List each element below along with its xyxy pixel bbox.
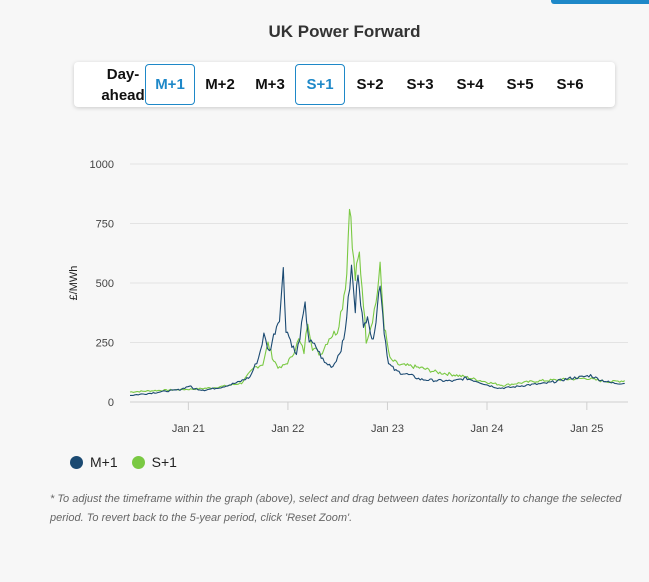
tab-label: M+3 <box>255 76 285 93</box>
chart-legend: M+1 S+1 <box>70 452 191 472</box>
tab-label: S+3 <box>406 76 434 93</box>
tab-m2[interactable]: M+2 <box>195 64 245 105</box>
x-tick-label: Jan 22 <box>271 423 304 435</box>
y-tick-label: 0 <box>108 397 114 409</box>
y-tick-label: 250 <box>96 338 114 350</box>
legend-label-m1: M+1 <box>90 454 118 470</box>
tab-label-line2: ahead <box>101 86 145 104</box>
corner-tab <box>551 0 649 4</box>
legend-marker-m1 <box>70 455 83 469</box>
legend-item-s1[interactable]: S+1 <box>131 454 177 470</box>
x-tick-label: Jan 25 <box>570 423 603 435</box>
zoom-instructions-note: * To adjust the timeframe within the gra… <box>50 493 622 524</box>
tab-day-ahead[interactable]: Day-ahead <box>101 64 145 105</box>
y-tick-label: 500 <box>96 278 114 290</box>
legend-marker-s1 <box>131 455 145 469</box>
legend-item-m1[interactable]: M+1 <box>70 454 118 470</box>
price-chart[interactable]: 0 250 500 750 1000 Jan 21 Jan 22 Jan 23 Jan 24 Ja… <box>0 140 649 440</box>
series-line-m1 <box>130 264 625 396</box>
tab-s5[interactable]: S+5 <box>495 64 545 105</box>
legend-label-s1: S+1 <box>151 454 177 470</box>
tab-label-line1: Day- <box>106 65 140 83</box>
y-axis-title: £/MWh <box>68 266 80 301</box>
tab-label: S+6 <box>556 76 584 93</box>
tab-label: M+2 <box>205 76 235 93</box>
x-tick-label: Jan 24 <box>470 423 503 435</box>
tab-label: M+1 <box>155 76 185 93</box>
tab-m3[interactable]: M+3 <box>245 64 295 105</box>
tab-s3[interactable]: S+3 <box>395 64 445 105</box>
page-title: UK Power Forward <box>268 22 421 41</box>
tab-s6[interactable]: S+6 <box>545 64 595 105</box>
tab-s1[interactable]: S+1 <box>295 64 345 105</box>
x-tick-label: Jan 21 <box>172 423 205 435</box>
x-tick-label: Jan 23 <box>371 423 404 435</box>
tab-m1[interactable]: M+1 <box>145 64 195 105</box>
tab-label: S+5 <box>506 76 534 93</box>
y-tick-label: 1000 <box>90 159 114 171</box>
contract-tabs: Day-ahead M+1 M+2 M+3 S+1 S+2 S+3 S+4 S+… <box>74 62 615 107</box>
tab-s4[interactable]: S+4 <box>445 64 495 105</box>
tab-s2[interactable]: S+2 <box>345 64 395 105</box>
tab-label: S+2 <box>356 76 384 93</box>
tab-label: S+4 <box>456 76 484 93</box>
tab-label: S+1 <box>306 76 334 93</box>
y-tick-label: 750 <box>96 219 114 231</box>
